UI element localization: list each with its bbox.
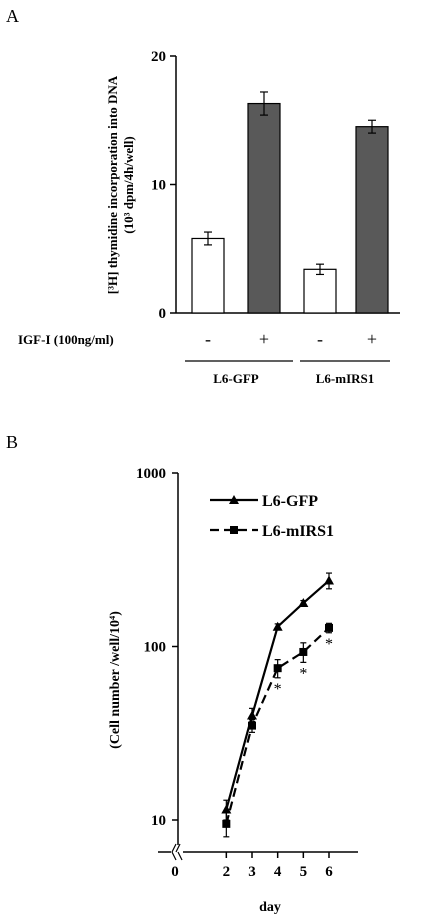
bar (191, 237, 225, 314)
y-axis-break-mark (171, 843, 177, 853)
x-tick-label: 6 (325, 864, 333, 880)
panel-a-ylabel-line1: [³H] thymidine incorporation into DNA (105, 75, 120, 294)
bar (303, 268, 337, 314)
panel-a-y-ticks: 0 10 20 (151, 49, 176, 322)
x-tick-label: 2 (223, 864, 231, 880)
panel-b-line-chart: B (Cell number /well/10⁴) 10 100 1000 0 2 3 4… (6, 432, 358, 915)
y-tick-label: 10 (151, 813, 166, 829)
point-marker-triangle (324, 575, 334, 585)
point-marker-square (325, 623, 333, 632)
y-tick-label: 1000 (136, 466, 166, 482)
panel-b-x-ticks: 0 2 3 4 5 6 (171, 852, 333, 880)
panel-b-y-ticks: 10 100 1000 (136, 466, 178, 829)
significance-marker: * (325, 636, 333, 653)
point-marker-square (230, 526, 238, 534)
point-marker-triangle (229, 495, 239, 504)
category-label: + (259, 329, 269, 349)
legend: L6-GFP L6-mIRS1 (210, 493, 334, 540)
bar (355, 126, 389, 314)
point-marker-triangle (298, 598, 309, 608)
panel-a-ylabel-line2: (10³ dpm/4h/well) (121, 136, 136, 233)
point-marker-triangle (272, 621, 283, 631)
group-label-l6-mirs1: L6-mIRS1 (316, 371, 375, 386)
panel-b-ylabel: (Cell number /well/10⁴) (108, 611, 123, 749)
treatment-label: IGF-I (100ng/ml) (18, 332, 114, 347)
x-axis-break-mark (171, 851, 177, 861)
significance-marker: * (274, 681, 282, 698)
panel-a-bar-chart: A [³H] thymidine incorporation into DNA … (6, 6, 400, 386)
category-label: + (367, 329, 377, 349)
significance-marker: * (299, 665, 307, 682)
panel-a-bars (191, 91, 389, 314)
point-marker-square (248, 721, 256, 730)
bar (247, 102, 281, 314)
category-label: - (205, 329, 211, 349)
category-label: - (317, 329, 323, 349)
panel-a-categories: - + - + (205, 329, 377, 349)
legend-label: L6-GFP (262, 493, 318, 510)
x-tick-label: 4 (274, 864, 282, 880)
panel-b-xlabel: day (259, 900, 281, 915)
panel-b-label: B (6, 432, 18, 452)
point-marker-square (222, 819, 231, 828)
series-line-l6-mirs1 (225, 627, 330, 825)
y-axis-break-mark (175, 843, 181, 853)
x-tick-label: 5 (300, 864, 308, 880)
y-tick-label: 20 (151, 49, 166, 65)
point-marker-triangle (247, 710, 257, 720)
y-tick-label: 0 (159, 306, 167, 322)
panel-b-annotations: * * * (274, 636, 333, 698)
x-tick-label: 0 (171, 864, 179, 880)
panel-a-label: A (6, 6, 19, 26)
point-marker-triangle (221, 804, 232, 814)
y-tick-label: 10 (151, 178, 166, 194)
group-label-l6-gfp: L6-GFP (213, 371, 259, 386)
x-axis-break-mark (177, 851, 183, 861)
legend-label: L6-mIRS1 (262, 523, 334, 540)
point-marker-square (273, 664, 282, 673)
point-marker-square (299, 647, 308, 656)
x-tick-label: 3 (248, 864, 256, 880)
y-tick-label: 100 (144, 640, 167, 656)
panel-b-series (221, 572, 334, 838)
